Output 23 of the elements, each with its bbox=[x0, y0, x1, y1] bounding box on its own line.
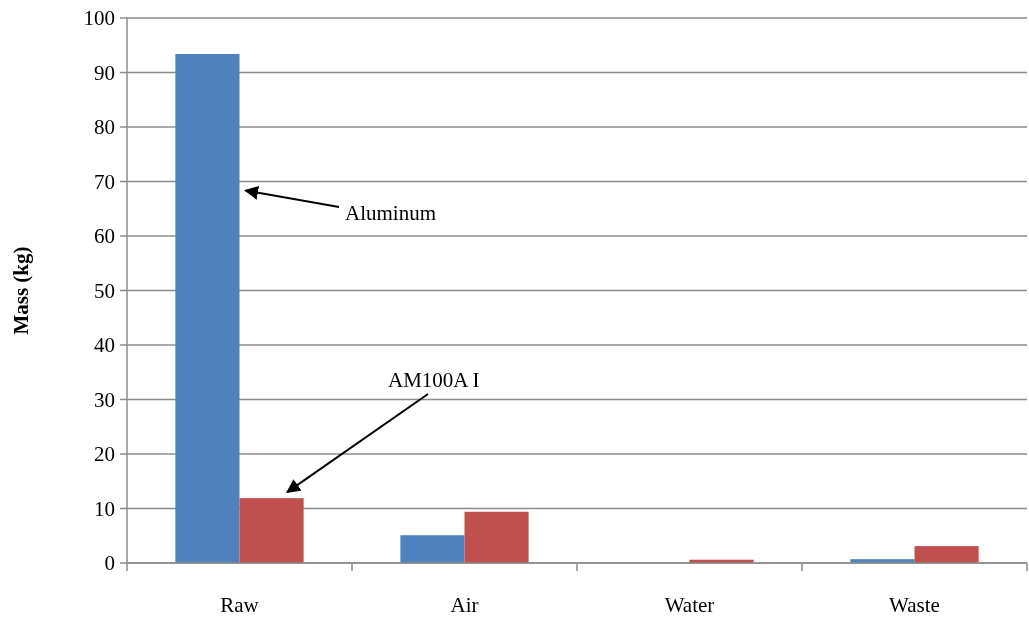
y-tick-label: 50 bbox=[94, 278, 115, 303]
bar bbox=[914, 546, 979, 563]
bar bbox=[239, 498, 304, 563]
y-tick-label: 80 bbox=[94, 115, 115, 140]
y-tick-label: 10 bbox=[94, 496, 115, 521]
x-tick-label: Air bbox=[450, 593, 479, 617]
y-tick-label: 90 bbox=[94, 60, 115, 85]
y-tick-label: 0 bbox=[104, 551, 115, 576]
y-tick-label: 20 bbox=[94, 442, 115, 467]
y-axis-title: Mass (kg) bbox=[9, 246, 33, 335]
bar bbox=[400, 535, 465, 563]
y-tick-label: 30 bbox=[94, 387, 115, 412]
x-tick-label: Raw bbox=[220, 593, 260, 617]
x-tick-label: Waste bbox=[889, 593, 940, 617]
text: Aluminum bbox=[345, 201, 437, 226]
y-tick-label: 60 bbox=[94, 224, 115, 249]
bar bbox=[175, 53, 240, 563]
x-tick-label: Water bbox=[664, 593, 715, 617]
y-tick-label: 100 bbox=[83, 6, 115, 31]
text: AM100A I bbox=[388, 368, 480, 393]
bar bbox=[464, 511, 529, 563]
y-tick-label: 70 bbox=[94, 169, 115, 194]
y-tick-label: 40 bbox=[94, 333, 115, 358]
